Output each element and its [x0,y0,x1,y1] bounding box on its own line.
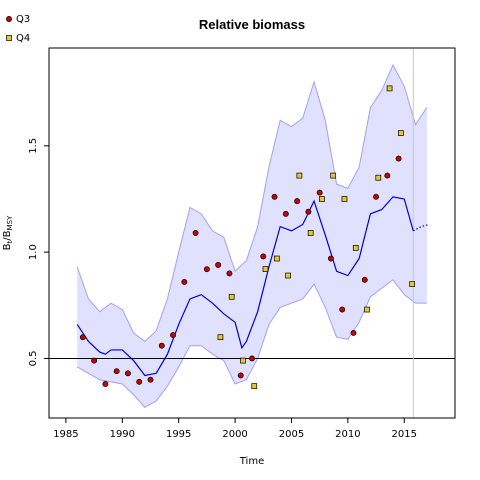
q4-point [386,85,393,92]
q3-point [249,355,255,362]
q3-point [271,193,278,200]
x-tick-label: 2015 [392,429,417,440]
y-tick-label: 0.5 [28,351,39,367]
x-tick-label: 2005 [279,429,304,440]
q4-point [364,306,370,313]
points-group [79,85,415,389]
legend-q3-label: Q3 [16,14,30,25]
q4-point [352,245,359,251]
q3-point [136,378,143,385]
x-tick-label: 1985 [53,429,78,440]
plot-frame [48,47,456,419]
q4-point [341,196,348,202]
q3-point [181,278,188,285]
q3-point [260,253,267,260]
q3-point [327,255,334,262]
y-axis-label-main: B [2,243,13,250]
q4-point [398,130,404,136]
q3-point [192,230,199,236]
legend-q3-marker [6,16,12,22]
y-tick-label: 1.0 [28,244,39,260]
median-line [76,196,414,377]
uncertainty-band-group [76,63,428,409]
q3-point [373,193,380,200]
x-tick-label: 2010 [335,429,360,440]
x-tick-label: 2000 [222,429,247,440]
q3-point [395,155,402,162]
q4-point [319,196,325,202]
q4-point [285,272,291,279]
y-axis-label-sub-t: t [6,240,14,243]
q3-point [384,172,391,179]
q4-point [409,281,415,287]
q3-point [91,357,98,364]
q4-point [296,172,303,179]
q3-point [113,368,120,375]
y-tick-label: 1.5 [28,138,39,154]
q3-point [147,376,154,383]
q3-point [226,270,233,277]
q3-point [102,381,109,387]
y-axis-label: Bt/BMSY [2,215,14,250]
x-axis-label: Time [239,456,264,467]
q4-point [228,293,235,300]
axes-group: 1985 1990 1995 2000 2005 2010 2015 0.5 1.0 1.5 [28,138,417,440]
x-tick-label: 1995 [166,429,191,440]
q3-point [305,208,312,215]
lower-band-line [76,279,427,409]
uncertainty-band [77,65,427,408]
q3-point [124,370,131,377]
q3-point [339,306,346,313]
q3-point [215,261,222,268]
q3-point [203,266,210,273]
legend-q4-label: Q4 [16,33,30,44]
q3-point [350,329,357,336]
x-tick-label: 1990 [110,429,135,440]
upper-band-line [76,63,428,343]
q4-point [307,230,314,236]
q4-point [273,255,280,262]
legend-q4-marker [6,35,12,41]
y-axis-label-mid: /B [2,230,13,240]
q4-point [251,383,258,389]
chart-title: Relative biomass [199,17,305,32]
y-axis-label-sub-msy: MSY [6,215,14,230]
q4-point [217,334,224,341]
q3-point [361,276,368,283]
q4-point [240,357,246,364]
q4-point [262,266,269,272]
q3-point [158,342,165,349]
q3-point [170,332,177,339]
q3-point [237,372,244,379]
q3-point [316,189,323,196]
q4-point [375,174,382,181]
q3-point [294,198,301,205]
q3-point [282,210,289,217]
projection-line [412,223,430,232]
q3-point [79,334,86,341]
legend: Q3 Q4 [6,14,30,44]
q4-point [330,172,337,179]
